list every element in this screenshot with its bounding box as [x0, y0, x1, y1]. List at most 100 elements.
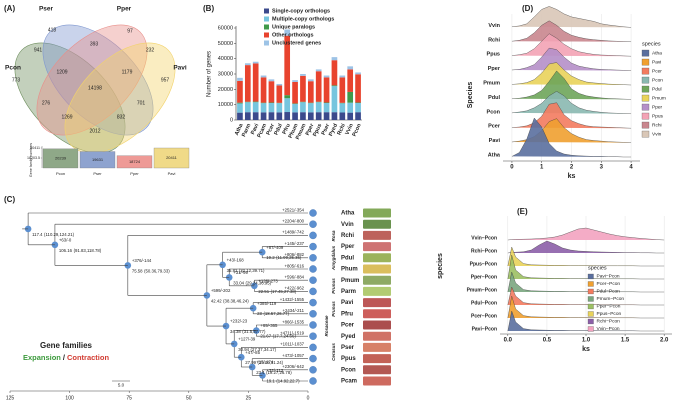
y-axis-label: Species: [467, 82, 474, 109]
legend-label: Pmum−Pcon: [597, 296, 625, 302]
x-tick-label: Pcon: [56, 171, 65, 176]
node-change: +126/-273: [258, 278, 278, 283]
density-ridge: [511, 70, 632, 100]
bar-segment: [276, 103, 283, 113]
legend-swatch: [587, 318, 594, 325]
leaf-pie: [309, 265, 317, 273]
legend-swatch: [264, 16, 269, 22]
x-tick-label: 2: [570, 165, 574, 171]
node-age-ci: (31.5,37.77): [242, 329, 266, 334]
y-tick-label: Pmum: [483, 80, 500, 86]
bar-segment: [276, 85, 283, 103]
legend-label: Other orthologs: [272, 32, 314, 38]
bar-segment: [244, 63, 251, 66]
leaf-change: +4711/-1519: [280, 331, 305, 336]
legend-swatch: [641, 67, 650, 75]
y-tick-label: Vvin−Pcon: [471, 235, 497, 241]
leaf-change: +805/-616: [285, 263, 305, 268]
leaf-pie: [309, 209, 317, 217]
y-tick-label: Pper: [488, 66, 501, 72]
y-tick-label: 18203.5: [27, 156, 40, 160]
leaf-change: +2204/-800: [282, 219, 304, 224]
x-tick-label: 50: [186, 395, 192, 401]
x-tick-label: 125: [6, 395, 15, 401]
species-photo: [363, 219, 391, 229]
bar-segment: [284, 35, 291, 96]
density-ridge: [507, 286, 665, 306]
density-ridge: [511, 47, 632, 71]
bar-segment: [237, 77, 243, 81]
panel-label: (D): [522, 4, 533, 13]
legend-label: Ppus: [652, 113, 664, 119]
species-photo: [363, 253, 391, 263]
venn-count: 773: [12, 77, 21, 83]
venn-set-label: Pcon: [5, 65, 21, 72]
bar-segment: [331, 60, 338, 86]
leaf-name: Rchi: [341, 233, 354, 239]
legend-label: Single-copy orthologs: [272, 8, 330, 14]
node-age: 23.4 (19.27,26.78): [256, 370, 292, 375]
x-tick-label: Pper: [130, 171, 139, 176]
leaf-change: +422/-962: [285, 286, 305, 291]
node-change: +232/-23: [230, 319, 248, 324]
node-age-value: 23.4: [256, 370, 265, 375]
bar-segment: [315, 69, 322, 72]
leaf-name: Pcam: [341, 379, 357, 385]
y-tick-label: Pmum−Pcon: [467, 287, 497, 293]
clade-label: Prunus: [331, 301, 336, 317]
legend-label: Pcer: [652, 68, 662, 74]
bar-segment: [237, 102, 243, 104]
node-age: 30.94 (27.37,34.17): [238, 347, 276, 352]
y-tick-label: 60000: [218, 25, 233, 31]
x-tick-label: Pser: [321, 122, 332, 136]
leaf-name: Atha: [341, 211, 355, 217]
species-photo: [363, 376, 391, 386]
tree-node: [258, 248, 266, 256]
bar-segment: [268, 81, 275, 103]
density-ridge: [511, 117, 632, 158]
x-axis-label: ks: [568, 173, 576, 180]
x-tick-label: 1.5: [621, 338, 630, 344]
x-tick-label: Pdul: [273, 123, 284, 137]
node-age: 27.99 (24.26,31.24): [245, 360, 283, 365]
scale-label: 5.0: [118, 383, 125, 388]
bar-segment: [252, 112, 259, 120]
bar-segment: [284, 98, 291, 113]
legend-swatch: [587, 311, 594, 317]
venn-count: 276: [42, 100, 51, 106]
legend-swatch: [641, 58, 650, 66]
legend-label: Rchi: [652, 122, 662, 128]
leaf-name: Pyed: [341, 334, 356, 340]
species-photo: [363, 242, 391, 252]
node-change: +376/-144: [132, 258, 152, 263]
bar-segment: [323, 77, 330, 103]
legend-swatch: [264, 40, 269, 46]
density-ridge: [507, 310, 665, 332]
panel-label: (C): [4, 195, 15, 204]
leaf-pie: [309, 242, 317, 251]
node-age: 34.38 (31.5,37.77): [230, 329, 266, 334]
y-tick-label: Rchi: [488, 37, 500, 43]
venn-set: [42, 24, 154, 136]
legend-label: Expansion / Contraction: [23, 353, 110, 362]
node-change: +87/-409: [266, 245, 284, 250]
node-age-ci: (50.36,79.33): [144, 269, 170, 274]
leaf-change: +1011/-1037: [280, 342, 305, 347]
bar-segment: [300, 74, 306, 76]
bar-segment: [300, 102, 306, 113]
species-photo: [363, 342, 391, 352]
node-change: +32/-112: [266, 368, 283, 373]
venn-count: 232: [146, 47, 155, 53]
node-age-value: 27.99: [245, 360, 256, 365]
x-tick-label: 25: [246, 395, 252, 401]
node-change: +47/-85: [245, 350, 260, 355]
node-age-value: 23: [257, 311, 262, 316]
leaf-change: +2306/-642: [282, 364, 304, 369]
bar-segment: [347, 112, 354, 120]
y-axis-label: Number of genes: [207, 51, 213, 97]
node-age-value: 34.38: [230, 329, 241, 334]
density-ridge: [507, 271, 665, 293]
legend-label: Vvin−Pcon: [597, 326, 620, 332]
bar-segment: [355, 72, 361, 75]
